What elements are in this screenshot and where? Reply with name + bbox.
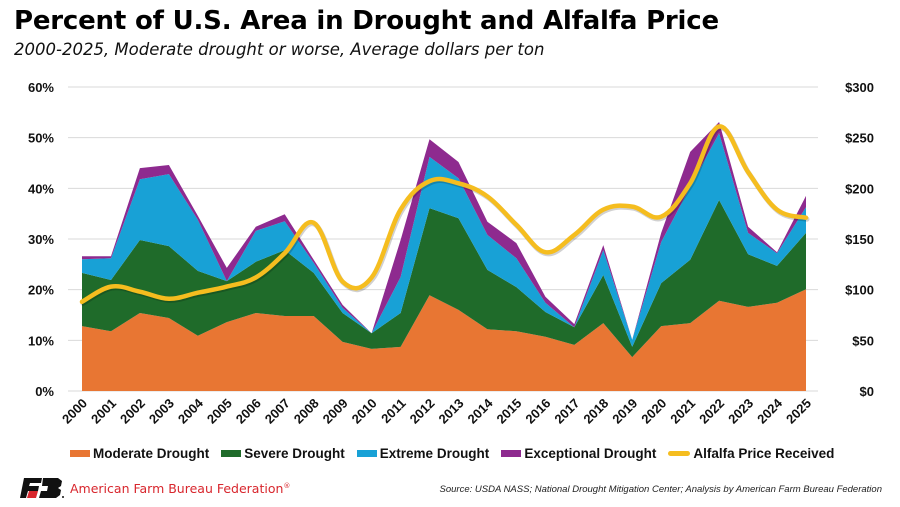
legend-item-severe: Severe Drought — [221, 446, 345, 461]
x-axis-tick-label: 2006 — [233, 396, 264, 427]
legend-label-severe: Severe Drought — [244, 446, 345, 461]
legend-label-exceptional: Exceptional Drought — [524, 446, 657, 461]
x-axis-tick-label: 2008 — [291, 396, 322, 427]
area-extreme-drought — [82, 133, 806, 347]
x-axis-tick-label: 2018 — [580, 396, 611, 427]
x-axis-tick-label: 2003 — [146, 396, 177, 427]
x-axis-tick-label: 2005 — [204, 396, 235, 427]
left-axis-tick-label: 50% — [28, 131, 54, 146]
org-name-text: American Farm Bureau Federation — [70, 481, 284, 496]
x-axis-tick-label: 2022 — [696, 396, 727, 427]
legend-swatch-extreme — [356, 450, 377, 457]
legend-swatch-moderate — [70, 450, 90, 457]
x-axis-tick-label: 2004 — [175, 395, 207, 427]
legend-label-extreme: Extreme Drought — [379, 446, 490, 461]
registered-mark: ® — [283, 481, 291, 490]
area-exceptional-drought — [82, 122, 806, 340]
right-axis-ticks: $0 $50 $100 $150 $200 $250 $300 — [845, 80, 874, 399]
x-axis-tick-label: 2025 — [783, 396, 814, 427]
legend-item-extreme: Extreme Drought — [356, 446, 490, 461]
left-axis-tick-label: 10% — [28, 333, 54, 348]
right-axis-tick-label: $300 — [845, 80, 874, 95]
left-axis-tick-label: 60% — [28, 80, 54, 95]
legend-label-moderate: Moderate Drought — [93, 446, 210, 461]
legend-swatch-price — [668, 451, 691, 456]
right-axis-tick-label: $150 — [845, 232, 874, 247]
left-axis-tick-label: 0% — [35, 384, 54, 399]
x-axis-tick-label: 2019 — [609, 396, 640, 427]
right-axis-tick-label: $200 — [845, 181, 874, 196]
right-axis-tick-label: $100 — [845, 283, 874, 298]
right-axis-tick-label: $250 — [845, 131, 874, 146]
area-severe-drought — [82, 200, 806, 358]
x-axis-tick-label: 2014 — [465, 395, 497, 427]
right-axis-tick-label: $50 — [852, 333, 874, 348]
left-axis-tick-label: 20% — [28, 283, 54, 298]
right-axis-tick-label: $0 — [860, 384, 874, 399]
x-axis-tick-label: 2021 — [667, 396, 698, 427]
x-axis-tick-label: 2002 — [117, 396, 148, 427]
chart-title: Percent of U.S. Area in Drought and Alfa… — [14, 6, 719, 36]
legend-swatch-severe — [221, 450, 242, 457]
x-axis-tick-label: 2012 — [407, 396, 438, 427]
x-axis-tick-label: 2007 — [262, 396, 293, 427]
afbf-logo-icon — [20, 478, 64, 502]
x-axis-tick-label: 2015 — [493, 396, 524, 427]
x-axis-ticks: 2000200120022003200420052006200720082009… — [59, 395, 814, 427]
x-axis-tick-label: 2013 — [436, 396, 467, 427]
x-axis-tick-label: 2020 — [638, 396, 669, 427]
left-axis-tick-label: 30% — [28, 232, 54, 247]
source-note: Source: USDA NASS; National Drought Miti… — [439, 484, 882, 495]
legend: Moderate Drought Severe Drought Extreme … — [70, 446, 834, 461]
org-name: American Farm Bureau Federation® — [70, 481, 290, 496]
x-axis-tick-label: 2009 — [320, 396, 351, 427]
x-axis-tick-label: 2010 — [349, 396, 380, 427]
left-axis-tick-label: 40% — [28, 181, 54, 196]
x-axis-tick-label: 2023 — [725, 396, 756, 427]
legend-swatch-exceptional — [501, 450, 522, 457]
area-moderate-drought — [82, 289, 806, 391]
legend-label-price: Alfalfa Price Received — [693, 446, 835, 461]
price-line-group — [79, 124, 810, 306]
price-line — [79, 124, 809, 305]
drought-areas — [82, 122, 806, 391]
x-axis-tick-label: 2017 — [551, 396, 582, 427]
legend-item-exceptional: Exceptional Drought — [501, 446, 656, 461]
x-axis-tick-label: 2001 — [88, 396, 119, 427]
left-axis-ticks: 0% 10% 20% 30% 40% 50% 60% — [28, 80, 54, 399]
x-axis-tick-label: 2000 — [59, 396, 90, 427]
chart-subtitle: 2000-2025, Moderate drought or worse, Av… — [14, 40, 545, 59]
legend-item-price: Alfalfa Price Received — [668, 446, 834, 461]
x-axis-tick-label: 2011 — [378, 396, 409, 427]
x-axis-tick-label: 2024 — [754, 395, 786, 427]
legend-item-moderate: Moderate Drought — [70, 446, 209, 461]
x-axis-tick-label: 2016 — [522, 396, 553, 427]
